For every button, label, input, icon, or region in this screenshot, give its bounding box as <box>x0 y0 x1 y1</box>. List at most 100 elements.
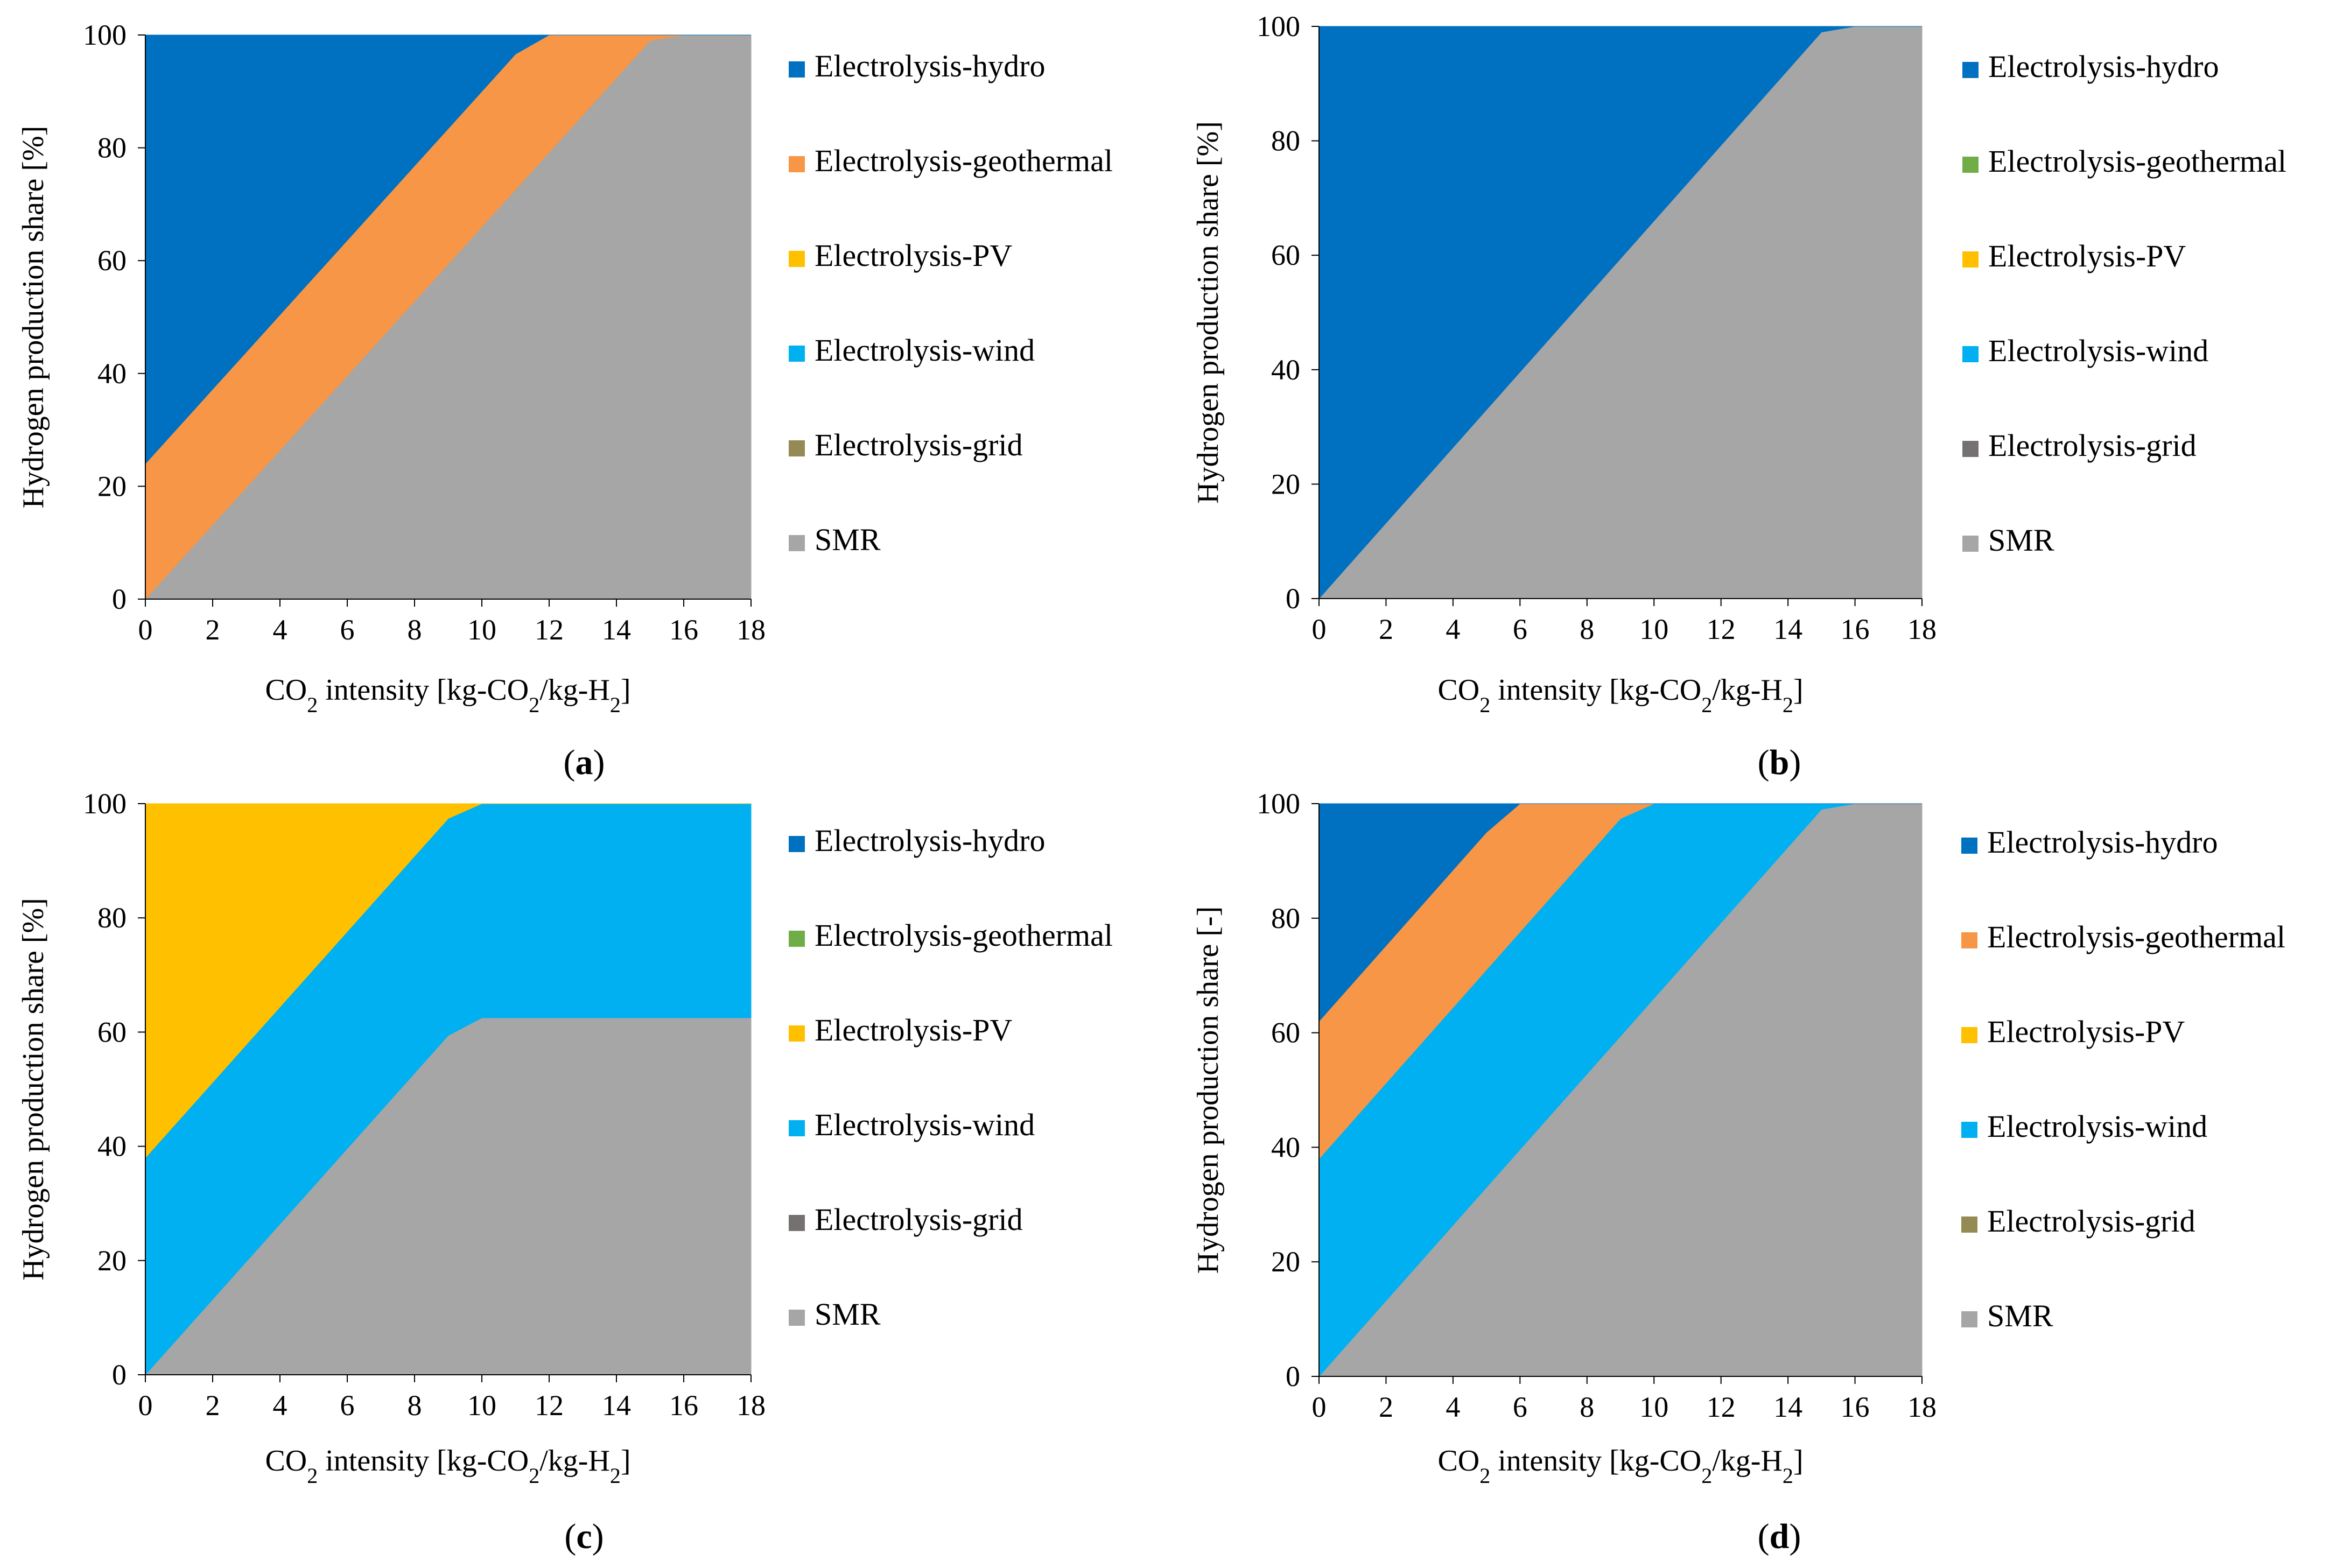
legend: Electrolysis-hydro Electrolysis-geotherma… <box>789 823 1113 1332</box>
legend-swatch <box>1961 1311 1977 1327</box>
x-tick-label: 4 <box>273 614 287 646</box>
legend-entry-label: Electrolysis-hydro <box>1987 825 2218 860</box>
legend: Electrolysis-hydro Electrolysis-geotherma… <box>789 48 1113 557</box>
x-tick-label: 6 <box>340 1389 355 1422</box>
legend-swatch <box>1961 838 1977 854</box>
x-tick-label: 8 <box>408 614 422 646</box>
legend-entry-label: Electrolysis-hydro <box>1988 49 2219 84</box>
panel-label: (d) <box>1758 1517 1801 1556</box>
legend-swatch <box>789 156 805 172</box>
legend-entry-label: Electrolysis-wind <box>815 1107 1035 1142</box>
legend-swatch <box>1962 251 1979 268</box>
legend: Electrolysis-hydro Electrolysis-geotherma… <box>1961 825 2285 1333</box>
legend-entry-label: Electrolysis-wind <box>1988 333 2208 368</box>
y-axis-label: Hydrogen production share [-] <box>1191 906 1225 1274</box>
legend-entry-label: Electrolysis-grid <box>1987 1204 2195 1239</box>
area-electrolysis-pv <box>145 803 751 1159</box>
x-axis-label: CO2 intensity [kg-CO2/kg-H2] <box>1437 673 1803 717</box>
y-tick-label: 0 <box>1286 582 1300 615</box>
x-tick-label: 4 <box>1446 1391 1460 1423</box>
x-tick-label: 18 <box>736 614 766 646</box>
legend-swatch <box>789 836 805 852</box>
x-tick-label: 12 <box>535 614 564 646</box>
x-tick-label: 2 <box>1379 1391 1393 1423</box>
y-tick-label: 20 <box>97 470 127 502</box>
x-tick-label: 14 <box>602 614 631 646</box>
y-tick-label: 100 <box>83 787 127 820</box>
legend-entry-label: Electrolysis-grid <box>815 427 1023 462</box>
y-axis-label: Hydrogen production share [%] <box>17 898 50 1281</box>
x-tick-label: 0 <box>138 614 153 646</box>
y-tick-label: 20 <box>97 1244 127 1277</box>
x-tick-label: 0 <box>1312 1391 1327 1423</box>
y-tick-label: 80 <box>1271 902 1300 934</box>
legend-swatch <box>1962 157 1979 173</box>
legend-swatch <box>789 931 805 947</box>
y-tick-label: 0 <box>112 1359 127 1391</box>
x-tick-label: 8 <box>408 1389 422 1422</box>
y-tick-label: 60 <box>1271 1017 1300 1049</box>
panel-label: (a) <box>564 743 605 782</box>
legend-swatch <box>789 1120 805 1136</box>
x-tick-label: 6 <box>1513 613 1527 645</box>
legend-swatch <box>789 1025 805 1042</box>
x-tick-label: 8 <box>1580 613 1594 645</box>
legend-swatch <box>789 346 805 362</box>
x-tick-label: 16 <box>1841 613 1870 645</box>
y-axis-label: Hydrogen production share [%] <box>1191 121 1225 504</box>
x-tick-label: 10 <box>467 1389 496 1422</box>
x-tick-label: 8 <box>1580 1391 1594 1423</box>
y-tick-label: 60 <box>1271 239 1300 271</box>
legend-entry-label: Electrolysis-hydro <box>815 823 1045 858</box>
x-tick-label: 12 <box>535 1389 564 1422</box>
chart-panel-a: 0 2 4 6 8 10 12 14 16 18 0 20 40 60 80 100 CO2 intensity… <box>17 19 1113 782</box>
x-tick-label: 4 <box>273 1389 287 1422</box>
y-tick-label: 40 <box>97 1130 127 1163</box>
x-tick-label: 6 <box>1513 1391 1527 1423</box>
legend-swatch <box>789 535 805 551</box>
x-tick-label: 4 <box>1446 613 1460 645</box>
x-tick-label: 16 <box>669 614 698 646</box>
legend-entry-label: Electrolysis-geothermal <box>815 143 1113 178</box>
legend-entry-label: SMR <box>1988 523 2054 558</box>
y-tick-label: 20 <box>1271 1246 1300 1278</box>
x-tick-label: 2 <box>206 1389 220 1422</box>
x-tick-label: 14 <box>1773 613 1802 645</box>
y-tick-label: 60 <box>97 244 127 277</box>
x-tick-label: 10 <box>1639 613 1668 645</box>
y-tick-label: 100 <box>83 19 127 51</box>
x-tick-label: 12 <box>1707 613 1736 645</box>
y-tick-label: 0 <box>1286 1360 1300 1393</box>
area-electrolysis-hydro <box>1318 803 1922 1022</box>
legend-swatch <box>1962 62 1979 78</box>
legend-entry-label: Electrolysis-PV <box>815 238 1012 273</box>
legend-entry-label: SMR <box>815 1297 881 1332</box>
y-tick-label: 40 <box>1271 354 1300 386</box>
legend-swatch <box>1961 1027 1977 1043</box>
x-tick-label: 18 <box>736 1389 766 1422</box>
chart-panel-b: 0 2 4 6 8 10 12 14 16 18 0 20 40 60 80 100 CO2 intensity… <box>1191 10 2286 782</box>
legend-entry-label: Electrolysis-geothermal <box>1988 144 2286 179</box>
legend-entry-label: Electrolysis-wind <box>815 333 1035 368</box>
y-tick-label: 80 <box>97 902 127 934</box>
panel-label: (b) <box>1758 743 1801 782</box>
legend-swatch <box>1962 346 1979 362</box>
y-axis-label: Hydrogen production share [%] <box>17 126 50 509</box>
x-tick-label: 10 <box>1639 1391 1668 1423</box>
y-tick-label: 20 <box>1271 468 1300 500</box>
chart-panel-d: 0 2 4 6 8 10 12 14 16 18 0 20 40 60 80 100 CO2 intensity… <box>1191 787 2285 1556</box>
x-tick-label: 10 <box>467 614 496 646</box>
y-tick-label: 60 <box>97 1016 127 1048</box>
y-tick-label: 100 <box>1257 787 1300 820</box>
legend-entry-label: Electrolysis-PV <box>1987 1014 2185 1049</box>
x-tick-label: 16 <box>669 1389 698 1422</box>
legend-entry-label: SMR <box>1987 1298 2053 1333</box>
legend-entry-label: Electrolysis-PV <box>815 1012 1012 1047</box>
legend-swatch <box>1961 932 1977 948</box>
x-tick-label: 14 <box>1773 1391 1802 1423</box>
x-tick-label: 18 <box>1907 613 1937 645</box>
legend-swatch <box>789 251 805 267</box>
panel-label: (c) <box>564 1517 604 1556</box>
legend-swatch <box>789 1310 805 1326</box>
